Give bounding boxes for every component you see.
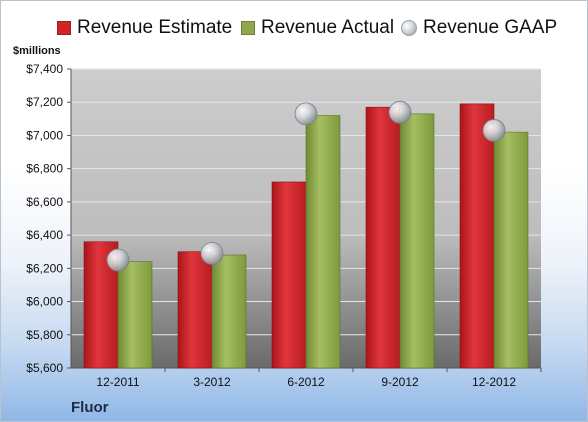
legend-swatch-actual: [241, 21, 255, 35]
y-axis-unit-label: $millions: [13, 45, 61, 57]
x-tick-label: 12-2012: [472, 375, 516, 389]
y-tick-label: $6,200: [26, 261, 63, 275]
bar-revenue-actual: [493, 131, 529, 369]
marker-revenue-gaap: [106, 248, 130, 272]
y-tick-label: $5,600: [26, 361, 63, 375]
x-tick-label: 12-2011: [96, 375, 139, 389]
legend-item-estimate: Revenue Estimate: [57, 15, 232, 41]
company-name: Fluor: [71, 399, 109, 416]
marker-revenue-gaap: [294, 102, 318, 126]
y-tick-label: $6,000: [26, 295, 63, 309]
marker-revenue-gaap: [200, 241, 224, 265]
bars: [83, 103, 529, 369]
y-tick-label: $6,400: [26, 228, 63, 242]
y-tick-label: $5,800: [26, 328, 63, 342]
bar-revenue-actual: [305, 115, 341, 369]
legend-label-actual: Revenue Actual: [261, 17, 395, 38]
x-tick-label: 6-2012: [287, 375, 325, 389]
gaap-markers: [106, 100, 506, 272]
bar-revenue-estimate: [365, 106, 401, 369]
legend-item-actual: Revenue Actual: [241, 15, 394, 41]
bar-revenue-actual: [211, 254, 247, 369]
chart-legend: Revenue Estimate Revenue Actual Revenue …: [1, 15, 587, 41]
bar-revenue-estimate: [459, 103, 495, 369]
y-tick-label: $7,200: [26, 95, 63, 109]
legend-label-estimate: Revenue Estimate: [77, 17, 233, 38]
bar-revenue-estimate: [177, 251, 213, 369]
bar-revenue-actual: [399, 113, 435, 369]
y-tick-label: $7,400: [26, 62, 63, 76]
marker-revenue-gaap: [388, 100, 412, 124]
marker-revenue-gaap: [482, 119, 506, 142]
x-tick-label: 9-2012: [381, 375, 419, 389]
legend-item-gaap: Revenue GAAP: [401, 15, 557, 41]
x-axis-ticks: 12-2011 3-2012 6-2012 9-2012 12-2012: [96, 368, 542, 389]
bar-revenue-actual: [117, 261, 153, 369]
y-axis-ticks: $5,600 $5,800 $6,000 $6,200 $6,400 $6,600 $6,8…: [26, 62, 541, 375]
legend-label-gaap: Revenue GAAP: [423, 17, 558, 38]
y-tick-label: $6,600: [26, 195, 63, 209]
bar-revenue-estimate: [271, 181, 307, 369]
y-tick-label: $6,800: [26, 162, 63, 176]
y-tick-label: $7,000: [26, 128, 63, 142]
legend-swatch-gaap: [401, 20, 417, 36]
legend-swatch-estimate: [57, 21, 71, 35]
x-tick-label: 3-2012: [193, 375, 231, 389]
